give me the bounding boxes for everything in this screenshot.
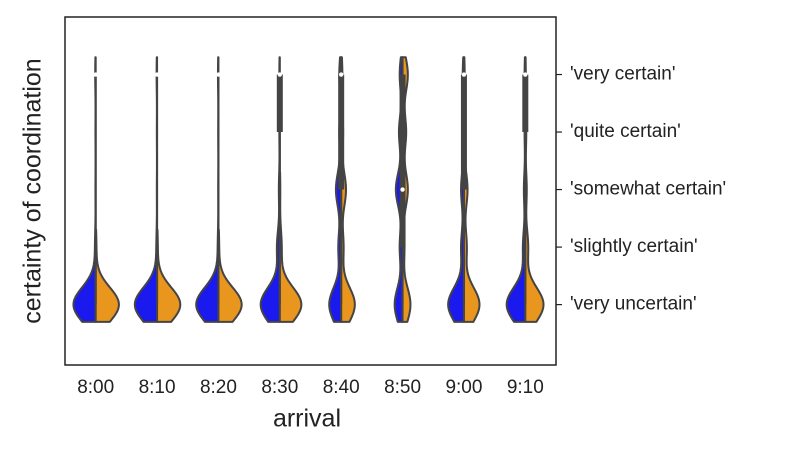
median (461, 72, 467, 77)
x-tick-label: 8:00 (77, 377, 114, 398)
x-tick-label: 8:30 (261, 377, 298, 398)
violin-half (156, 228, 182, 323)
median (523, 72, 528, 77)
x-tick-label: 8:50 (384, 377, 421, 398)
x-tick-label: 9:10 (507, 377, 544, 398)
x-axis-label: arrival (273, 405, 341, 433)
x-tick-label: 8:40 (323, 377, 360, 398)
violin-half (278, 171, 303, 323)
x-tick-label: 8:10 (139, 377, 176, 398)
median (216, 72, 221, 77)
median (154, 72, 160, 77)
violin-half (195, 56, 220, 323)
y-tick-label: 'very uncertain' (570, 294, 697, 315)
y-tick-label: 'very certain' (570, 64, 675, 85)
median (93, 72, 98, 77)
violin-half (72, 56, 97, 323)
y-axis-label: certainty of coordination (19, 58, 47, 323)
y-tick-label: 'slightly certain' (570, 236, 698, 257)
violin-half (94, 228, 120, 323)
x-tick-label: 8:20 (200, 377, 237, 398)
y-tick-label: 'quite certain' (570, 121, 681, 142)
median (338, 72, 344, 77)
median (277, 72, 283, 77)
violin-half (133, 56, 159, 323)
x-tick-label: 9:00 (445, 377, 482, 398)
median (400, 187, 405, 192)
plot-frame (64, 16, 557, 366)
violin-half (217, 228, 243, 323)
y-tick-label: 'somewhat certain' (570, 179, 726, 200)
